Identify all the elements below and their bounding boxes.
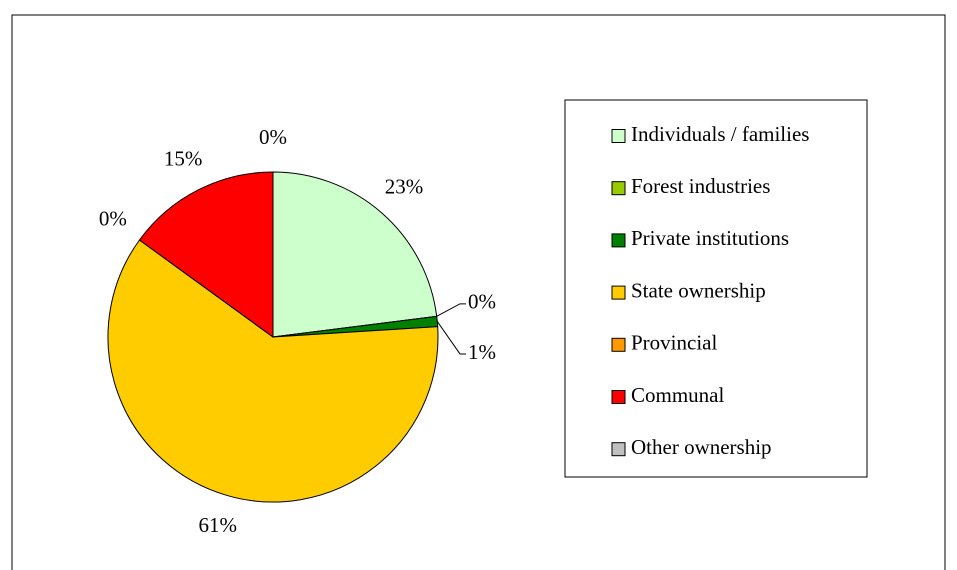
legend-label: State ownership bbox=[631, 278, 766, 302]
data-label: 15% bbox=[164, 146, 203, 170]
legend-label: Provincial bbox=[631, 331, 717, 355]
data-label: 0% bbox=[99, 206, 127, 230]
data-label: 0% bbox=[259, 125, 287, 149]
legend-label: Private institutions bbox=[631, 226, 789, 250]
pie-slice bbox=[107, 239, 439, 503]
data-label: 23% bbox=[385, 174, 424, 198]
pie-slice bbox=[272, 171, 438, 338]
leader-line bbox=[436, 321, 466, 355]
legend-swatch bbox=[611, 390, 626, 404]
legend-swatch bbox=[611, 129, 626, 143]
legend-label: Forest industries bbox=[631, 174, 770, 198]
chart-frame bbox=[11, 14, 946, 570]
legend-swatch bbox=[611, 233, 626, 248]
legend-swatch bbox=[611, 285, 626, 300]
legend-label: Other ownership bbox=[631, 435, 772, 459]
legend-swatch bbox=[611, 442, 626, 457]
legend-label: Communal bbox=[631, 383, 724, 407]
data-label: 0% bbox=[468, 290, 496, 314]
leader-line bbox=[436, 303, 466, 317]
legend-swatch bbox=[611, 337, 626, 352]
legend-swatch bbox=[611, 181, 626, 196]
data-label: 61% bbox=[199, 513, 238, 537]
data-label: 1% bbox=[468, 340, 496, 364]
pie-slice bbox=[138, 171, 274, 338]
legend-label: Individuals / families bbox=[631, 122, 809, 146]
